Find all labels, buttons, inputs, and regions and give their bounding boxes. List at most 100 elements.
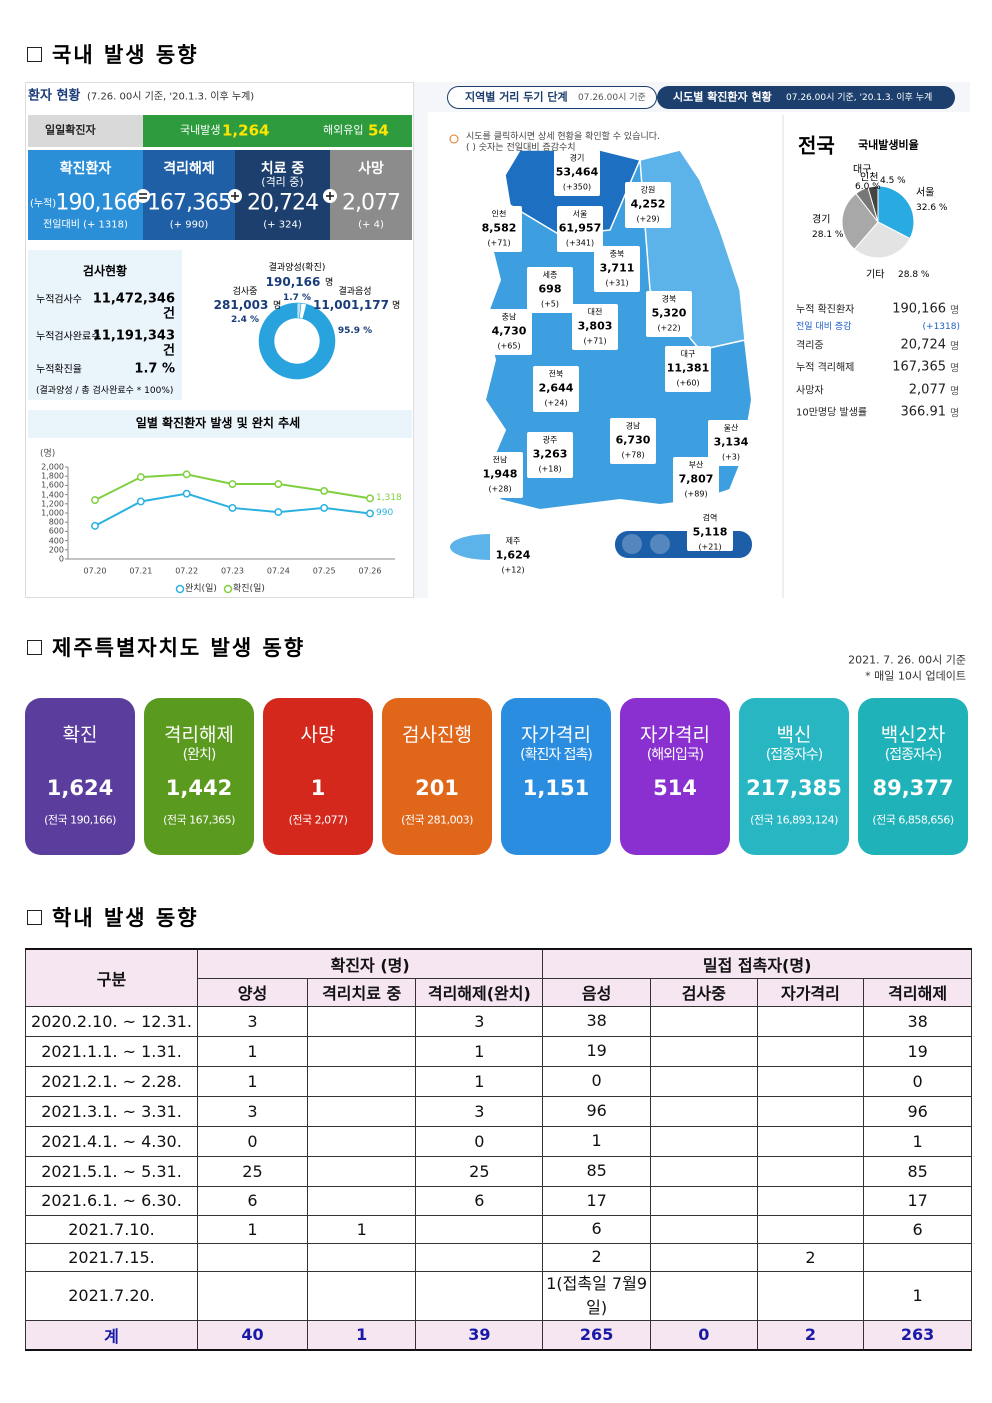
region-label-bg [673, 457, 719, 503]
tab-active [657, 86, 955, 109]
pie-value: 6.0 % [855, 181, 881, 192]
table-cell [415, 1242, 544, 1272]
table-row: 계 40 1 39 265 0 2 263 [24, 1319, 972, 1351]
region-name: 세종 [542, 270, 558, 280]
data-label: 990 [376, 508, 394, 519]
region-change: (+22) [657, 323, 681, 333]
section-heading: 학내 발생 동향 [52, 905, 199, 930]
table-cell: 6 [542, 1214, 651, 1244]
table-cell: 39 [415, 1319, 544, 1351]
donut-name: 결과음성 [338, 286, 372, 297]
checkbox [27, 910, 42, 925]
card-value: 1,624 [46, 775, 114, 800]
region-change: (+21) [698, 542, 722, 552]
table-cell: 25 [415, 1155, 544, 1187]
tests-unit: 건 [163, 343, 175, 359]
region-label-bg [476, 206, 522, 252]
card-value: 1 [310, 775, 326, 800]
region-count: 11,381 [666, 361, 710, 375]
stat-label: 누적 확진환자 [796, 304, 855, 316]
x-tick-label: 07.21 [129, 566, 153, 576]
point [274, 480, 283, 488]
region-name: 전남 [492, 455, 508, 465]
status-value: 190,166 [55, 190, 141, 216]
region-label-bg [554, 150, 600, 196]
y-tick-label: 200 [48, 545, 64, 555]
jeju-basis: 2021. 7. 26. 00시 기준 [848, 653, 966, 667]
table-cell: 96 [542, 1095, 651, 1127]
card-label: 자가격리 [521, 724, 591, 747]
card-label: 확진 [62, 724, 98, 747]
card-label: 격리해제 [164, 724, 234, 747]
card-value: 89,377 [872, 775, 954, 800]
table-cell [306, 1005, 417, 1037]
tests-note: (결과양성 / 총 검사완료수 * 100%) [36, 385, 174, 396]
donut-count: 11,001,177 [313, 298, 389, 313]
table-row: 구분 확진자 (명) 밀접 접촉자(명) [24, 948, 972, 1007]
ratio-title: 국내발생비율 [858, 138, 919, 152]
table-cell: 1 [415, 1035, 544, 1067]
region-name: 충남 [501, 312, 517, 322]
table-cell: 2021.7.20. [24, 1270, 199, 1321]
pie-label: 인천 [860, 172, 879, 184]
region-change: (+3) [721, 452, 741, 462]
national-title: 전국 [798, 133, 835, 158]
table-cell [863, 1242, 972, 1272]
table-cell: 확진자 (명) [197, 948, 544, 979]
table-cell [756, 1125, 865, 1157]
table-cell: 격리해제(완치) [415, 977, 544, 1007]
table-cell: 17 [542, 1185, 651, 1216]
jeju-update: * 매일 10시 업데이트 [865, 669, 966, 683]
table-cell [306, 1270, 417, 1321]
status-label: 치료 중 [260, 160, 305, 177]
region-count: 3,134 [713, 435, 749, 449]
y-tick-label: 1,000 [41, 508, 64, 518]
x-tick-label: 07.23 [221, 566, 244, 576]
table-cell [197, 1270, 308, 1321]
table-cell: 1 [306, 1319, 417, 1351]
region-change: (+31) [605, 278, 629, 288]
point [366, 494, 374, 503]
table-row: 2020.2.10. ~ 12.31. 3 3 38 38 [24, 1005, 972, 1037]
card-sub: (해외입국) [646, 746, 704, 763]
pie-value: 4.5 % [880, 175, 906, 186]
tests-value: 11,191,343 [92, 328, 175, 344]
table-row: 2021.2.1. ~ 2.28. 1 1 0 0 [24, 1065, 972, 1097]
table-cell: 2021.3.1. ~ 3.31. [24, 1095, 199, 1127]
daily-bg [143, 115, 412, 147]
table-cell: 40 [197, 1319, 308, 1351]
region-name: 경남 [625, 421, 641, 431]
region-name: 울산 [723, 423, 739, 433]
table-cell: 1 [197, 1065, 308, 1097]
table-cell [649, 1214, 758, 1244]
table-cell [756, 1155, 865, 1187]
point [91, 496, 99, 505]
region-label-bg [594, 246, 640, 292]
pie-value: 28.8 % [898, 269, 930, 280]
table-cell: 1 [197, 1214, 308, 1244]
x-tick-label: 07.26 [358, 566, 382, 576]
status-box [235, 150, 330, 240]
table-cell [756, 1214, 865, 1244]
table-cell: 밀접 접촉자(명) [542, 948, 972, 979]
card-label: 백신2차 [880, 724, 946, 747]
point [320, 486, 329, 495]
region-change: (+24) [544, 398, 568, 408]
card-value: 217,385 [746, 775, 842, 800]
icon [622, 534, 642, 554]
stat-label: 사망자 [796, 385, 824, 397]
table-cell: 3 [197, 1005, 308, 1037]
stat-card [144, 698, 254, 855]
table-cell: 265 [542, 1319, 651, 1351]
tab-basis: 07.26.00시 기준 [578, 92, 646, 103]
daily-label-bg [28, 115, 143, 147]
region-change: (+18) [538, 464, 562, 474]
region-name: 전북 [548, 369, 564, 379]
legend-marker [175, 584, 185, 594]
card-value: 1,151 [522, 775, 590, 800]
y-tick-label: 600 [48, 526, 64, 536]
table-cell [649, 1035, 758, 1067]
x-tick-label: 07.25 [312, 566, 336, 576]
table-row: 2021.7.20. 1(접촉일 7월9일) 1 [24, 1270, 972, 1321]
